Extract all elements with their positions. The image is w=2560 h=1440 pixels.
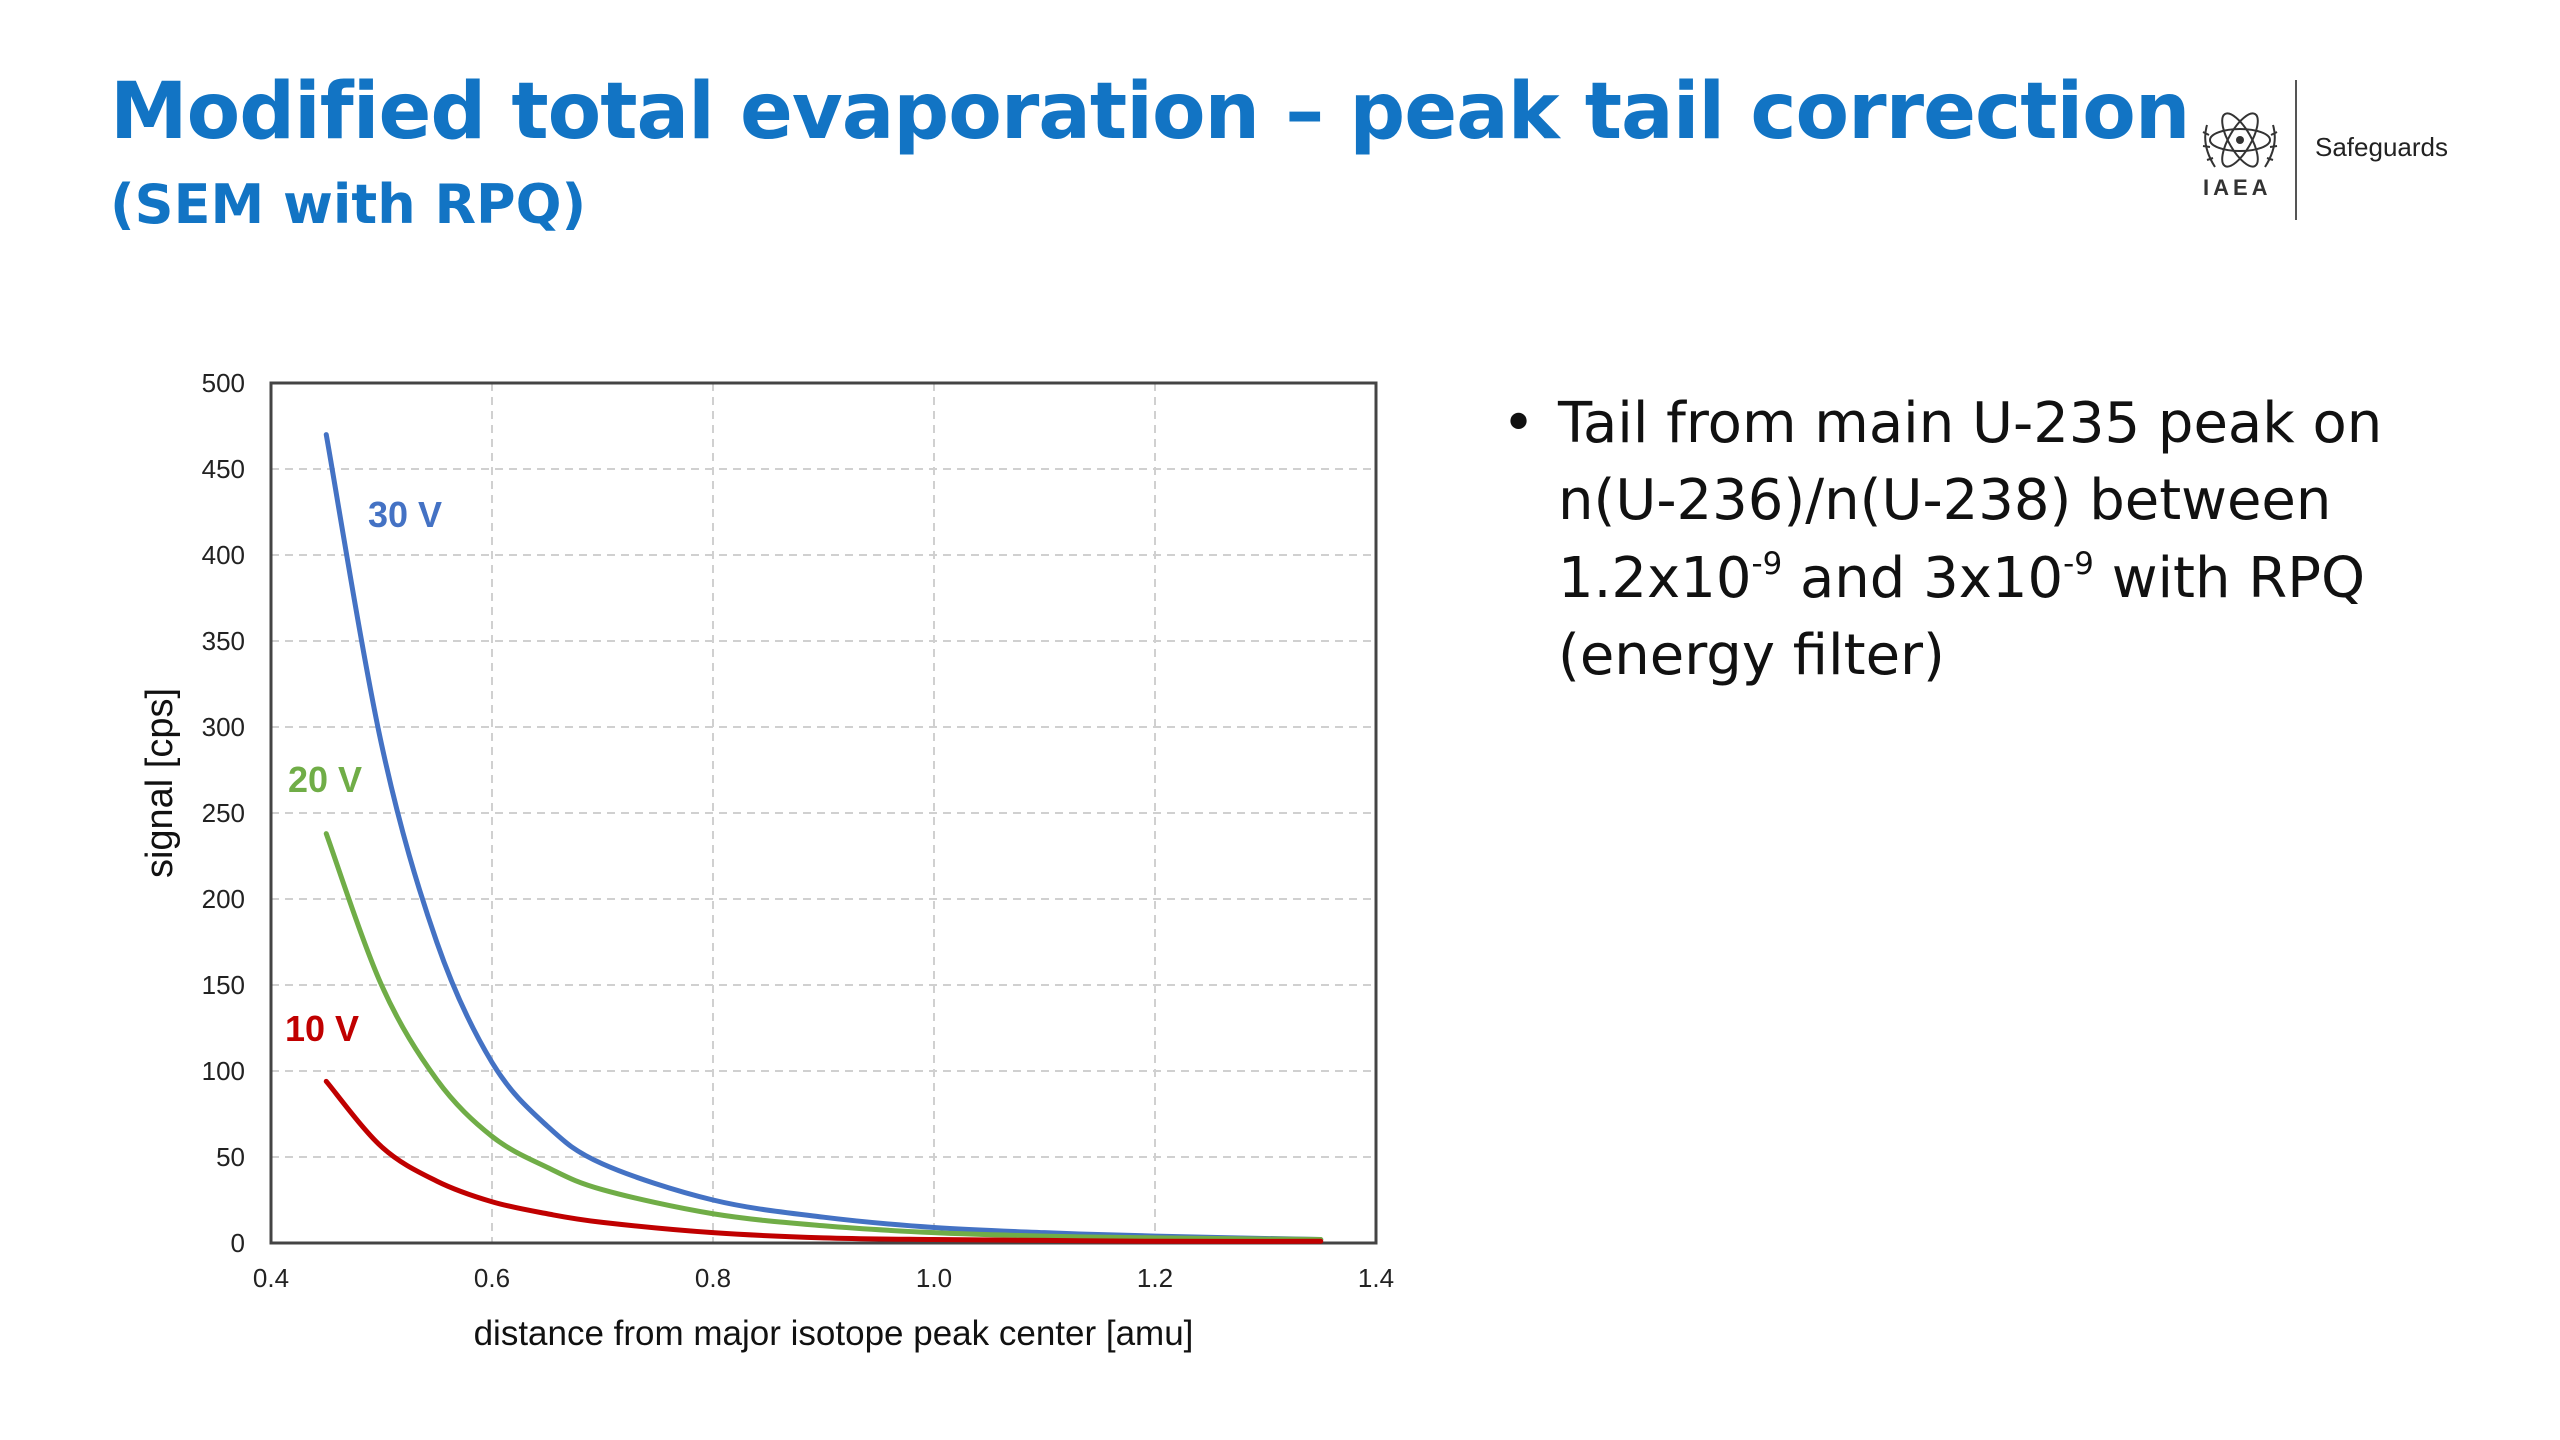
plot-frame: [269, 381, 1378, 1245]
exponent-2: -9: [2063, 545, 2094, 582]
series-line-20v: [323, 831, 1324, 1243]
slide-title: Modified total evaporation – peak tail c…: [110, 67, 2190, 157]
series-label: 20 V: [288, 759, 362, 800]
iaea-logo: IAEA Safeguards: [2195, 80, 2495, 225]
y-tick-label: 300: [202, 712, 245, 742]
bullet-text-1: Tail from main U-235 peak on n(U-236)/n(…: [1558, 391, 2383, 611]
series-label: 30 V: [368, 494, 442, 535]
x-tick-label: 0.6: [474, 1263, 510, 1293]
y-tick-label: 200: [202, 884, 245, 914]
bullet-marker: •: [1502, 391, 1536, 456]
logo-divider: [2295, 80, 2297, 220]
bullet-item: • Tail from main U-235 peak on n(U-236)/n…: [1490, 385, 2490, 694]
y-tick-label: 250: [202, 798, 245, 828]
y-tick-label: 150: [202, 970, 245, 1000]
series-line-10v: [323, 1078, 1324, 1244]
x-tick-label: 0.8: [695, 1263, 731, 1293]
un-wreath-atom-icon: [2202, 112, 2278, 168]
y-tick-label: 0: [231, 1228, 245, 1258]
slide-subtitle: (SEM with RPQ): [110, 173, 587, 236]
y-tick-label: 100: [202, 1056, 245, 1086]
y-tick-label: 450: [202, 454, 245, 484]
y-tick-label: 50: [216, 1142, 245, 1172]
bullet-list: • Tail from main U-235 peak on n(U-236)/n…: [1490, 385, 2490, 694]
org-name: IAEA: [2203, 175, 2272, 200]
y-tick-label: 400: [202, 540, 245, 570]
y-axis-label: signal [cps]: [139, 688, 181, 878]
series-label: 10 V: [285, 1008, 359, 1049]
department-name: Safeguards: [2315, 132, 2448, 162]
x-tick-label: 1.4: [1358, 1263, 1394, 1293]
x-tick-label: 1.0: [916, 1263, 952, 1293]
x-tick-label: 0.4: [253, 1263, 289, 1293]
bullet-text-2: and 3x10: [1782, 545, 2064, 611]
series-line-30v: [323, 432, 1324, 1243]
x-tick-label: 1.2: [1137, 1263, 1173, 1293]
exponent-1: -9: [1751, 545, 1783, 582]
y-tick-label: 500: [202, 368, 245, 398]
y-tick-label: 350: [202, 626, 245, 656]
bullet-text-3: with RPQ (energy filter): [1558, 545, 2366, 688]
x-axis-label: distance from major isotope peak center …: [474, 1314, 1194, 1353]
